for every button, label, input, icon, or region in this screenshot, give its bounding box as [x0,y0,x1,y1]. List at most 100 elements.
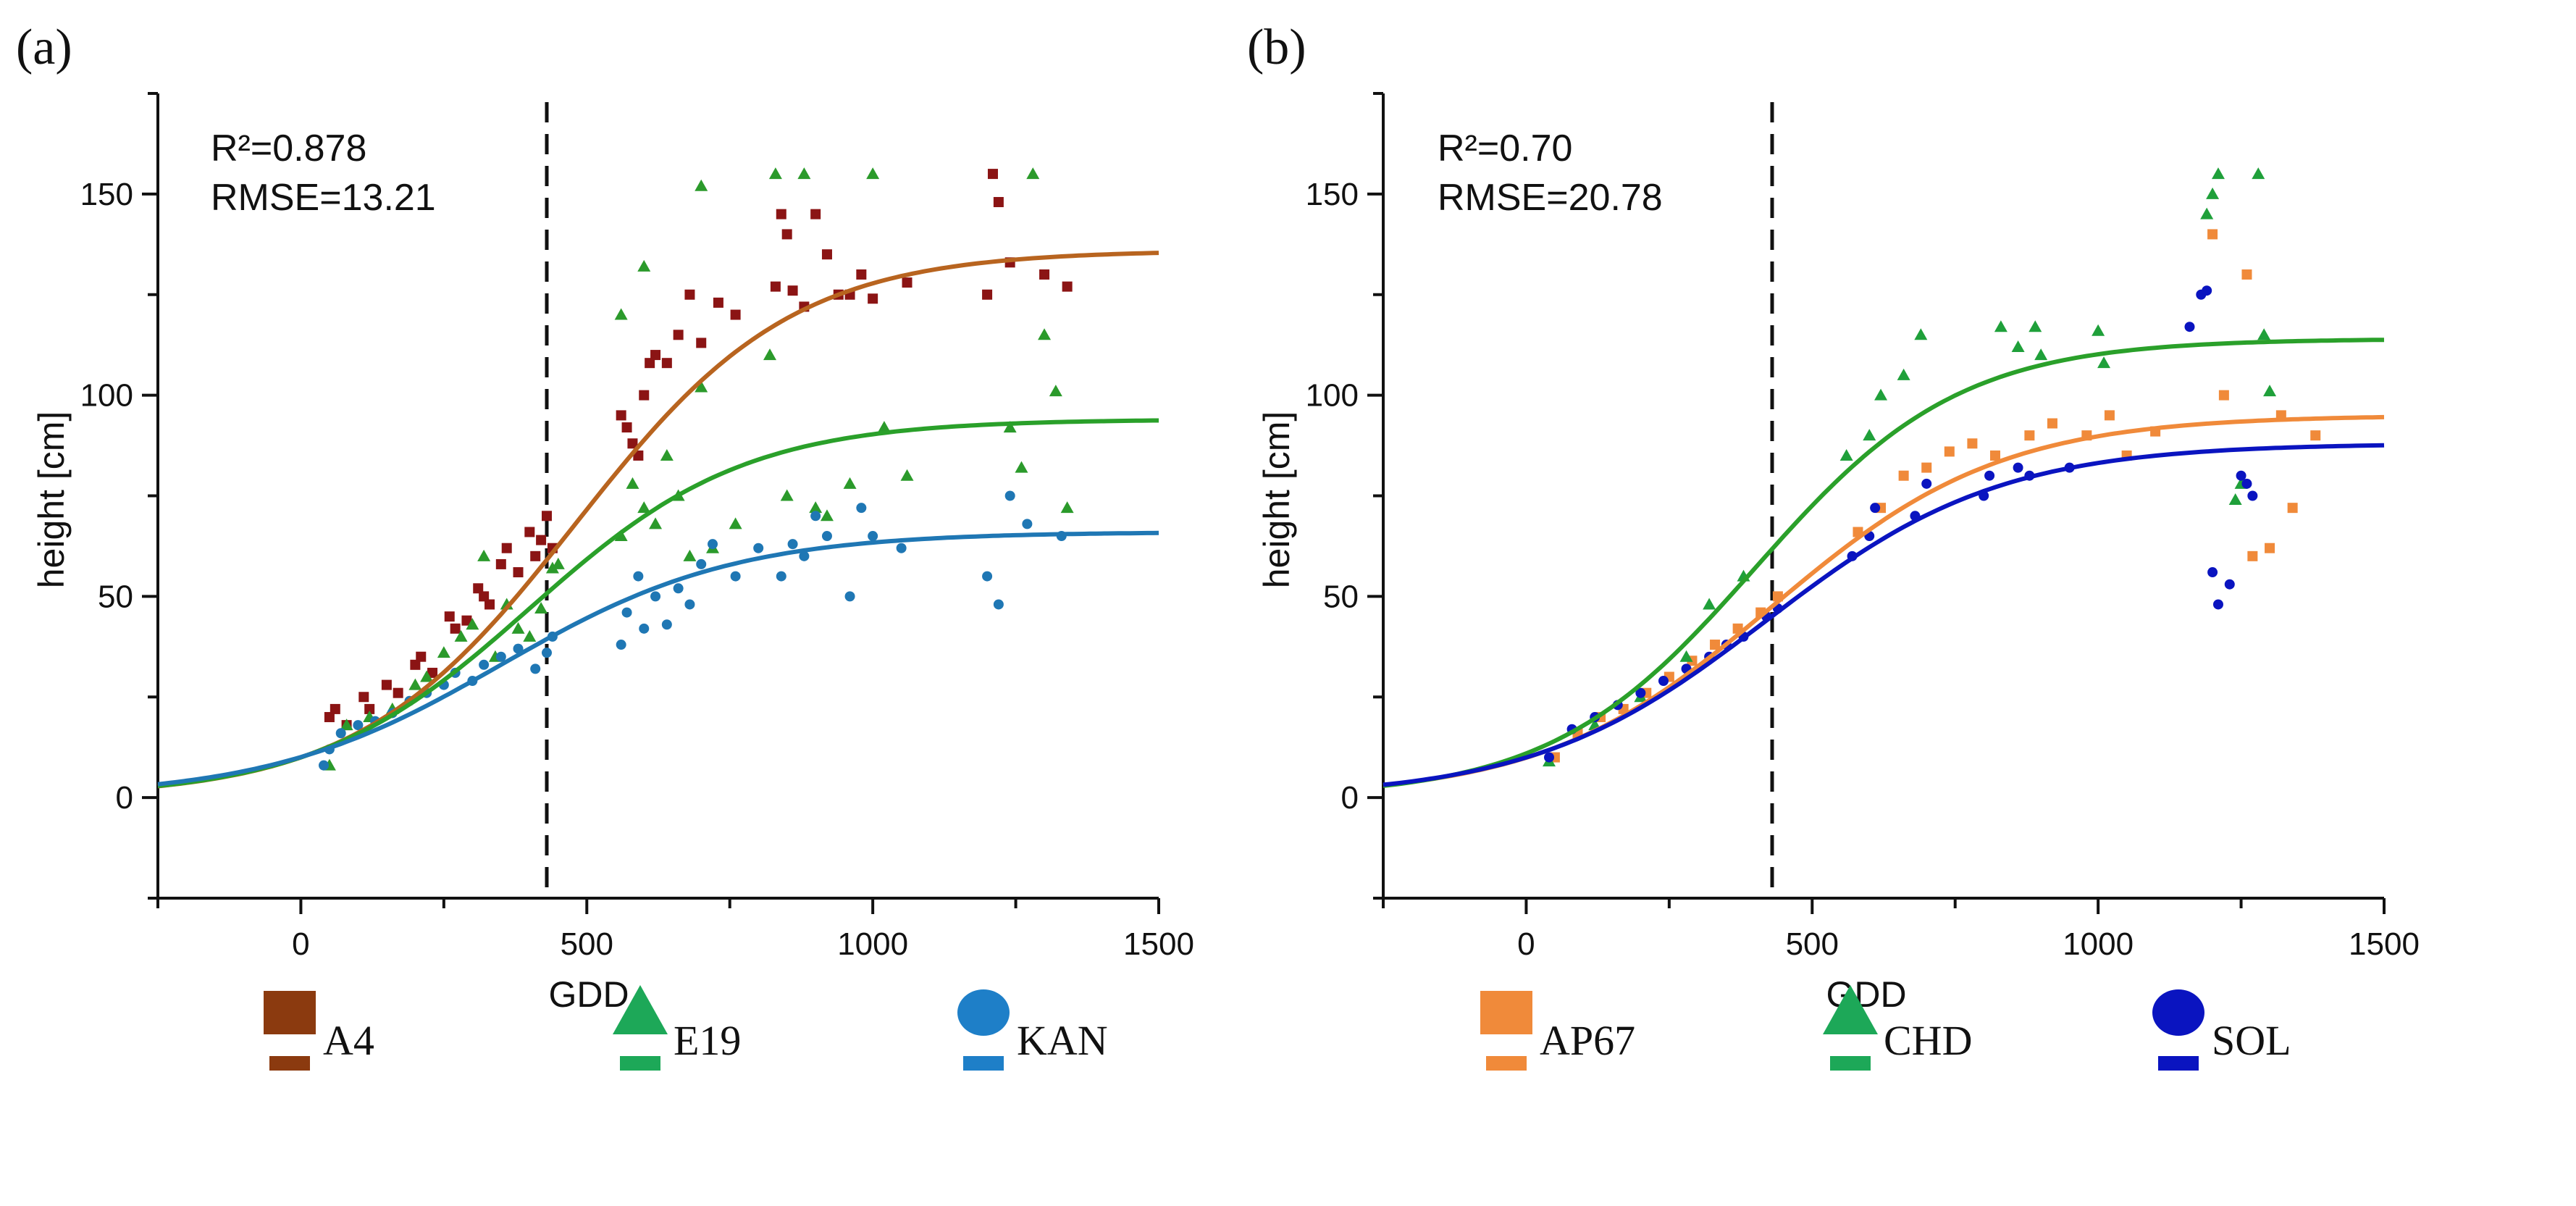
legend-triangle-icon [1823,985,1878,1034]
data-point-e19 [1026,167,1040,180]
data-point-e19 [900,469,914,481]
panel-b: (b) R²=0.70 RMSE=20.78 GDD height [cm] 0… [1247,20,2420,1071]
data-point-chd [1874,388,1888,401]
legend: AP67 CHD SOL [1480,985,2291,1071]
data-point-e19 [649,517,663,529]
data-point-e19 [637,501,651,514]
data-point-e19 [454,629,468,642]
fit-curve-kan [157,530,1159,787]
data-point-e19 [534,602,548,614]
panel-label: (b) [1247,20,1306,75]
data-point-a4 [627,438,638,449]
data-point-chd [2211,167,2225,180]
rmse-annotation: RMSE=20.78 [1438,177,1663,219]
data-point-kan [1004,490,1015,501]
data-point-kan [982,571,993,582]
data-point-a4 [856,269,867,280]
data-point-chd [2011,340,2025,352]
legend-circle-icon [957,989,1010,1036]
data-point-sol [2247,490,2258,501]
data-point-ap67 [2265,543,2275,553]
data-point-e19 [797,167,811,180]
data-point-e19 [820,509,834,522]
data-point-kan [844,591,855,602]
data-point-kan [495,651,506,662]
data-point-sol [1635,687,1646,698]
data-point-e19 [866,167,880,180]
r2-annotation: R²=0.878 [211,127,366,169]
data-point-kan [633,571,644,582]
data-point-a4 [987,169,998,180]
data-point-kan [530,663,541,674]
data-point-a4 [542,511,553,522]
data-point-a4 [645,358,655,369]
data-point-ap67 [2218,390,2229,401]
data-point-kan [542,648,553,658]
data-point-chd [2034,348,2048,361]
data-point-chd [2029,320,2042,332]
data-point-e19 [1003,421,1017,433]
data-point-e19 [695,179,708,191]
data-point-a4 [776,209,786,219]
plot-area: 0 500 1000 1500 0 50 100 150 [1306,92,2420,962]
data-point-chd [1679,650,1693,662]
data-point-e19 [420,670,434,682]
x-axis-label: GDD [548,974,629,1015]
data-point-e19 [437,646,450,658]
data-point-e19 [614,308,628,320]
data-point-a4 [1062,281,1073,292]
data-point-e19 [683,549,697,561]
data-point-sol [1658,676,1669,687]
legend-label: AP67 [1540,1017,1635,1064]
y-tick-label: 150 [80,177,133,212]
data-point-sol [2013,462,2023,473]
data-point-a4 [450,623,461,634]
data-point-kan [821,531,832,542]
data-point-a4 [479,591,490,602]
data-point-e19 [877,421,891,433]
data-point-e19 [843,477,857,489]
data-point-chd [2206,187,2220,199]
data-point-e19 [780,489,794,501]
data-point-a4 [364,703,375,714]
data-point-kan [810,511,821,522]
data-point-a4 [650,350,661,361]
data-point-e19 [637,259,651,272]
data-point-a4 [484,599,495,610]
data-point-a4 [330,703,340,714]
x-tick-label: 1500 [1123,926,1194,962]
data-point-e19 [1060,501,1074,514]
data-point-e19 [809,501,823,514]
legend: A4 E19 KAN [264,985,1108,1071]
data-point-chd [1897,368,1910,380]
data-point-e19 [1049,385,1062,397]
legend-label: A4 [323,1017,374,1064]
rmse-annotation: RMSE=13.21 [211,177,436,219]
data-point-ap67 [2241,269,2252,280]
data-point-sol [1544,752,1555,763]
data-point-kan [787,539,798,550]
x-tick-label: 1000 [2063,926,2134,962]
data-point-a4 [902,277,912,288]
data-point-a4 [633,450,644,461]
data-point-a4 [982,289,993,300]
data-point-ap67 [1710,640,1721,650]
legend-label: KAN [1017,1017,1108,1064]
legend-square-icon [1480,991,1532,1034]
data-point-a4 [781,229,792,240]
data-point-sol [2184,322,2195,332]
data-point-kan [896,543,907,553]
data-point-chd [2257,328,2271,340]
data-point-sol [2212,599,2223,610]
data-point-e19 [1015,461,1028,473]
data-point-kan [799,550,810,561]
data-point-e19 [545,561,559,574]
data-point-a4 [730,309,741,320]
data-point-sol [2224,579,2235,590]
legend-square-icon [264,991,316,1034]
x-tick-label: 1500 [2349,926,2420,962]
data-point-ap67 [2310,430,2321,441]
y-axis-label: height [cm] [31,411,72,589]
data-point-e19 [626,477,639,489]
data-point-a4 [444,611,455,622]
